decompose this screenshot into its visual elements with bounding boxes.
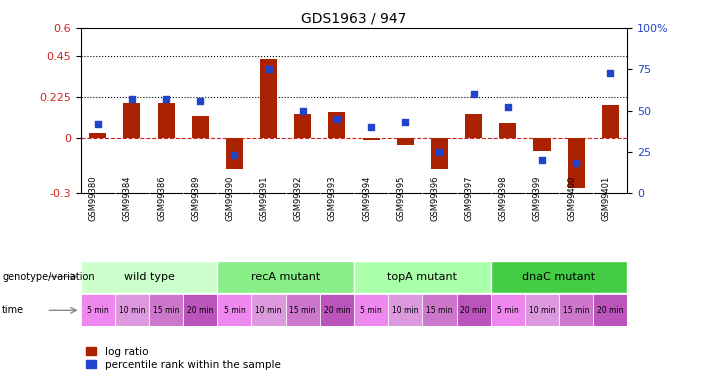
Text: 15 min: 15 min xyxy=(290,306,316,315)
Bar xyxy=(422,294,456,326)
Bar xyxy=(217,261,354,292)
Bar xyxy=(226,138,243,169)
Text: 20 min: 20 min xyxy=(187,306,214,315)
Text: GSM99386: GSM99386 xyxy=(157,176,166,221)
Point xyxy=(332,116,343,122)
Point xyxy=(365,124,376,130)
Bar xyxy=(388,294,422,326)
Bar xyxy=(328,112,346,138)
Text: 15 min: 15 min xyxy=(153,306,179,315)
Bar xyxy=(89,133,107,138)
Text: GSM99391: GSM99391 xyxy=(259,176,268,221)
Text: GSM99397: GSM99397 xyxy=(465,176,474,221)
Text: GSM99392: GSM99392 xyxy=(294,176,303,221)
Bar xyxy=(260,59,277,138)
Text: wild type: wild type xyxy=(123,272,175,282)
Legend: log ratio, percentile rank within the sample: log ratio, percentile rank within the sa… xyxy=(86,346,280,370)
Bar xyxy=(183,294,217,326)
Bar xyxy=(354,261,491,292)
Bar xyxy=(158,103,175,138)
Bar xyxy=(354,294,388,326)
Bar xyxy=(525,294,559,326)
Bar xyxy=(320,294,354,326)
Bar xyxy=(533,138,550,151)
Text: 20 min: 20 min xyxy=(461,306,487,315)
Title: GDS1963 / 947: GDS1963 / 947 xyxy=(301,12,407,26)
Bar xyxy=(294,114,311,138)
Bar xyxy=(217,294,252,326)
Point xyxy=(263,66,274,72)
Text: 5 min: 5 min xyxy=(224,306,245,315)
Point xyxy=(605,70,616,76)
Text: GSM99398: GSM99398 xyxy=(499,176,508,221)
Text: 5 min: 5 min xyxy=(87,306,109,315)
Text: 10 min: 10 min xyxy=(118,306,145,315)
Bar xyxy=(456,294,491,326)
Text: 20 min: 20 min xyxy=(597,306,624,315)
Point xyxy=(571,160,582,166)
Point xyxy=(400,119,411,125)
Bar xyxy=(149,294,183,326)
Bar xyxy=(362,138,380,140)
Point xyxy=(297,108,308,114)
Text: 5 min: 5 min xyxy=(497,306,519,315)
Point xyxy=(126,96,137,102)
Point xyxy=(502,104,513,110)
Point xyxy=(434,149,445,155)
Text: GSM99401: GSM99401 xyxy=(601,176,611,221)
Bar xyxy=(593,294,627,326)
Text: GSM99390: GSM99390 xyxy=(226,176,234,221)
Text: GSM99389: GSM99389 xyxy=(191,176,200,221)
Bar xyxy=(499,123,517,138)
Point xyxy=(229,152,240,158)
Point xyxy=(92,121,103,127)
Text: GSM99384: GSM99384 xyxy=(123,176,132,221)
Text: GSM99399: GSM99399 xyxy=(533,176,542,221)
Point xyxy=(468,91,479,97)
Bar xyxy=(115,294,149,326)
Point xyxy=(161,96,172,102)
Text: 15 min: 15 min xyxy=(563,306,590,315)
Bar xyxy=(397,138,414,146)
Text: 5 min: 5 min xyxy=(360,306,382,315)
Text: 10 min: 10 min xyxy=(392,306,418,315)
Text: time: time xyxy=(2,305,25,315)
Bar xyxy=(123,103,140,138)
Text: GSM99380: GSM99380 xyxy=(89,176,97,221)
Bar xyxy=(465,114,482,138)
Bar xyxy=(81,294,115,326)
Text: topA mutant: topA mutant xyxy=(388,272,457,282)
Text: genotype/variation: genotype/variation xyxy=(2,272,95,282)
Bar xyxy=(568,138,585,188)
Bar xyxy=(491,261,627,292)
Text: GSM99396: GSM99396 xyxy=(430,176,440,221)
Text: GSM99393: GSM99393 xyxy=(328,176,337,221)
Text: GSM99400: GSM99400 xyxy=(567,176,576,221)
Text: GSM99394: GSM99394 xyxy=(362,176,371,221)
Point xyxy=(195,98,206,104)
Bar xyxy=(286,294,320,326)
Text: GSM99395: GSM99395 xyxy=(396,176,405,221)
Bar xyxy=(491,294,525,326)
Bar xyxy=(559,294,593,326)
Bar xyxy=(431,138,448,169)
Text: 10 min: 10 min xyxy=(255,306,282,315)
Text: dnaC mutant: dnaC mutant xyxy=(522,272,596,282)
Text: 15 min: 15 min xyxy=(426,306,453,315)
Text: 20 min: 20 min xyxy=(324,306,350,315)
Bar xyxy=(81,261,217,292)
Bar xyxy=(601,105,619,138)
Bar xyxy=(252,294,286,326)
Bar xyxy=(191,116,209,138)
Text: 10 min: 10 min xyxy=(529,306,555,315)
Text: recA mutant: recA mutant xyxy=(251,272,320,282)
Point xyxy=(536,157,547,163)
